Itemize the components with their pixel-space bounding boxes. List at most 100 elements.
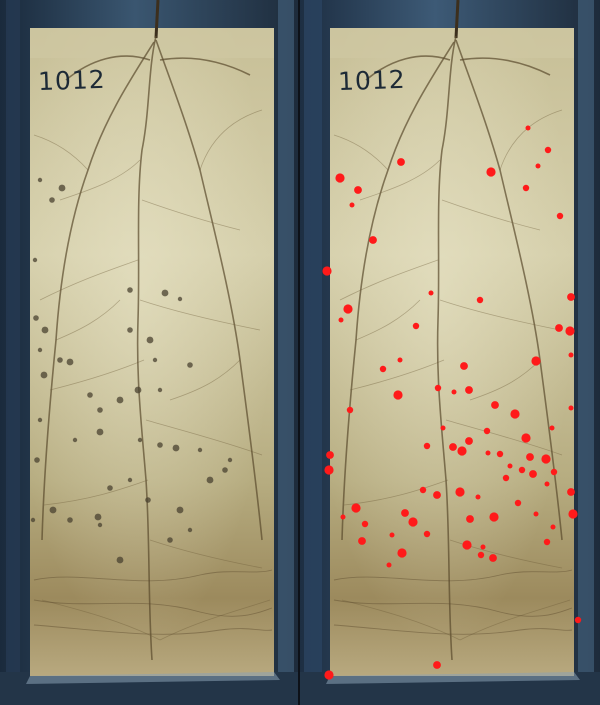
detection-marker (475, 494, 481, 500)
detection-marker (510, 409, 520, 419)
seed-spot (127, 477, 133, 483)
seed-spot (161, 289, 169, 297)
seed-spot (33, 315, 39, 321)
seed-spot (40, 371, 48, 379)
detection-marker (555, 324, 563, 332)
detection-marker (324, 670, 334, 680)
detection-markers (322, 125, 582, 680)
detection-marker (335, 173, 345, 183)
detection-marker (518, 466, 526, 474)
detection-marker (556, 212, 564, 220)
detection-marker (462, 540, 472, 550)
detection-marker (549, 425, 555, 431)
detection-marker (483, 427, 491, 435)
seed-spot (127, 287, 133, 293)
seed-spot (187, 527, 193, 533)
detection-marker (568, 509, 578, 519)
detection-marker (428, 290, 434, 296)
seed-spot (107, 485, 113, 491)
detection-marker (434, 384, 442, 392)
detection-marker (565, 326, 575, 336)
detection-marker (440, 425, 446, 431)
detection-marker (419, 486, 427, 494)
detection-marker (401, 509, 409, 517)
detection-marker (544, 481, 550, 487)
detection-marker (361, 520, 369, 528)
detection-marker (466, 515, 474, 523)
detection-marker (514, 499, 522, 507)
seed-spot (72, 437, 78, 443)
seed-spot (87, 392, 93, 398)
seed-spot (94, 513, 102, 521)
seed-spot (222, 467, 228, 473)
detection-marker (393, 390, 403, 400)
seed-spot (96, 428, 104, 436)
detection-marker (386, 562, 392, 568)
detection-marker (457, 446, 467, 456)
detection-marker (465, 386, 473, 394)
seed-spot (197, 447, 203, 453)
detection-marker (529, 470, 537, 478)
seed-spot (146, 336, 154, 344)
seed-spot (34, 457, 40, 463)
detection-marker (423, 442, 431, 450)
seed-spot (227, 457, 233, 463)
detection-marker (568, 405, 574, 411)
detection-marker (550, 524, 556, 530)
seed-spot (58, 184, 66, 192)
detection-marker (451, 389, 457, 395)
detection-marker (397, 548, 407, 558)
seed-spot (30, 517, 36, 523)
detection-marker (322, 266, 332, 276)
detection-marker (389, 532, 395, 538)
detection-marker (343, 304, 353, 314)
seed-spot (97, 407, 103, 413)
seed-spot (145, 497, 151, 503)
sample-label-right: 1012 (337, 64, 407, 97)
original-panel: 1012 (0, 0, 300, 705)
seed-spot (37, 177, 43, 183)
detection-marker (489, 512, 499, 522)
detection-marker (465, 437, 473, 445)
detection-marker (346, 406, 354, 414)
seed-spot (37, 347, 43, 353)
detection-marker (358, 537, 366, 545)
seed-spot (134, 386, 142, 394)
detection-marker (567, 293, 575, 301)
detection-marker (324, 465, 334, 475)
seed-spot (37, 417, 43, 423)
detection-marker (326, 451, 334, 459)
detection-marker (486, 167, 496, 177)
detection-marker (507, 463, 513, 469)
detection-marker (408, 517, 418, 527)
detection-marker (543, 538, 551, 546)
detection-marker (544, 146, 552, 154)
detection-marker (338, 317, 344, 323)
detection-marker (522, 184, 530, 192)
seed-spot (49, 506, 57, 514)
detection-marker (455, 487, 465, 497)
detection-marker (574, 616, 582, 624)
detection-marker (351, 503, 361, 513)
seed-spot (41, 326, 49, 334)
seed-spot (157, 387, 163, 393)
detection-marker (525, 125, 531, 131)
detection-marker (480, 544, 486, 550)
seed-spot (177, 296, 183, 302)
annotated-panel: 1012 (300, 0, 600, 705)
detection-marker (485, 450, 491, 456)
detection-marker (354, 186, 362, 194)
seed-spots (30, 177, 233, 564)
detection-marker (433, 491, 441, 499)
detection-marker (567, 488, 575, 496)
detection-marker (449, 443, 457, 451)
seed-spot (172, 444, 180, 452)
detection-marker (535, 163, 541, 169)
detection-marker (397, 357, 403, 363)
rhizobox-photo-right (300, 0, 600, 705)
detection-marker (489, 554, 497, 562)
seed-spot (157, 442, 163, 448)
seed-spot (187, 362, 193, 368)
detection-marker (476, 296, 484, 304)
